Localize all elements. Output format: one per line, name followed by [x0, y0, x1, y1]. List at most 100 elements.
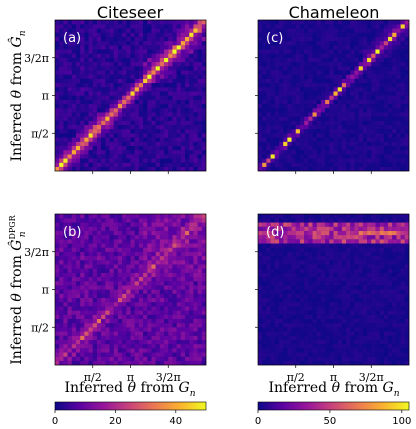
heatmap-cell	[287, 297, 292, 303]
heatmap-cell	[316, 318, 322, 324]
heatmap-cell	[180, 53, 186, 58]
heatmap-cell	[88, 78, 93, 84]
heatmap-cell	[295, 348, 301, 353]
heatmap-cell	[358, 360, 364, 366]
heatmap-cell	[392, 158, 397, 163]
heatmap-cell	[304, 302, 309, 307]
heatmap-cell	[367, 239, 372, 244]
heatmap-cell	[80, 166, 85, 172]
heatmap-cell	[295, 289, 301, 294]
heatmap-cell	[270, 82, 275, 88]
heatmap-cell	[283, 57, 288, 63]
heatmap-cell	[201, 116, 207, 121]
heatmap-cell	[105, 116, 110, 121]
heatmap-cell	[299, 297, 305, 303]
heatmap-cell	[71, 297, 77, 303]
heatmap-cell	[159, 20, 165, 25]
heatmap-cell	[117, 112, 123, 117]
heatmap-cell	[147, 124, 152, 130]
heatmap-cell	[354, 129, 359, 134]
heatmap-cell	[92, 116, 98, 121]
heatmap-cell	[329, 124, 334, 130]
heatmap-cell	[105, 268, 110, 273]
heatmap-cell	[151, 302, 156, 307]
heatmap-cell	[71, 218, 77, 223]
heatmap-cell	[122, 230, 127, 236]
heatmap-cell	[354, 24, 359, 29]
heatmap-cell	[168, 360, 173, 366]
heatmap-cell	[283, 61, 288, 67]
heatmap-cell	[122, 112, 127, 117]
heatmap-cell	[371, 66, 376, 71]
heatmap-cell	[80, 243, 85, 248]
heatmap-cell	[180, 124, 186, 130]
heatmap-cell	[159, 53, 165, 58]
heatmap-cell	[266, 360, 271, 366]
heatmap-cell	[270, 327, 275, 332]
heatmap-cell	[308, 78, 313, 84]
heatmap-cell	[96, 306, 102, 311]
heatmap-cell	[295, 335, 301, 340]
heatmap-cell	[122, 310, 127, 315]
heatmap-cell	[80, 356, 85, 361]
heatmap-cell	[55, 66, 60, 71]
heatmap-cell	[134, 234, 140, 240]
heatmap-cell	[299, 49, 305, 54]
heatmap-cell	[362, 276, 368, 282]
heatmap-cell	[379, 348, 384, 353]
heatmap-cell	[392, 141, 397, 146]
heatmap-cell	[172, 335, 177, 340]
heatmap-cell	[325, 36, 330, 42]
heatmap-cell	[92, 293, 98, 299]
heatmap-cell	[333, 40, 338, 46]
heatmap-cell	[346, 348, 351, 353]
heatmap-cell	[92, 145, 98, 151]
heatmap-cell	[375, 247, 380, 252]
heatmap-cell	[283, 24, 288, 29]
heatmap-cell	[80, 222, 85, 227]
heatmap-cell	[197, 310, 202, 315]
heatmap-cell	[341, 24, 347, 29]
heatmap-cell	[113, 28, 119, 33]
heatmap-cell	[105, 272, 110, 278]
heatmap-cell	[122, 226, 127, 231]
heatmap-cell	[75, 74, 81, 79]
heatmap-cell	[159, 339, 165, 345]
heatmap-cell	[155, 230, 161, 236]
heatmap-cell	[159, 255, 165, 261]
heatmap-cell	[304, 348, 309, 353]
heatmap-cell	[101, 145, 106, 151]
heatmap-cell	[101, 32, 106, 37]
heatmap-cell	[270, 285, 275, 290]
heatmap-cell	[197, 239, 202, 244]
heatmap-cell	[308, 61, 313, 67]
heatmap-cell	[185, 45, 190, 50]
heatmap-cell	[96, 78, 102, 84]
heatmap-cell	[92, 154, 98, 159]
heatmap-cell	[147, 36, 152, 42]
heatmap-cell	[283, 32, 288, 37]
heatmap-cell	[63, 314, 68, 320]
heatmap-cell	[147, 306, 152, 311]
heatmap-cell	[122, 222, 127, 227]
heatmap-cell	[295, 108, 301, 113]
heatmap-cell	[266, 158, 271, 163]
heatmap-cell	[113, 66, 119, 71]
heatmap-cell	[176, 318, 181, 324]
heatmap-cell	[75, 289, 81, 294]
heatmap-cell	[312, 20, 317, 25]
heatmap-cell	[138, 251, 144, 257]
heatmap-cell	[138, 285, 144, 290]
heatmap-cell	[329, 61, 334, 67]
heatmap-cell	[333, 360, 338, 366]
heatmap-cell	[92, 255, 98, 261]
heatmap-cell	[159, 314, 165, 320]
heatmap-cell	[283, 124, 288, 130]
heatmap-cell	[358, 268, 364, 273]
heatmap-cell	[312, 78, 317, 84]
heatmap-cell	[312, 255, 317, 261]
heatmap-cell	[75, 124, 81, 130]
heatmap-cell	[341, 133, 347, 138]
heatmap-cell	[122, 145, 127, 151]
heatmap-cell	[400, 306, 405, 311]
